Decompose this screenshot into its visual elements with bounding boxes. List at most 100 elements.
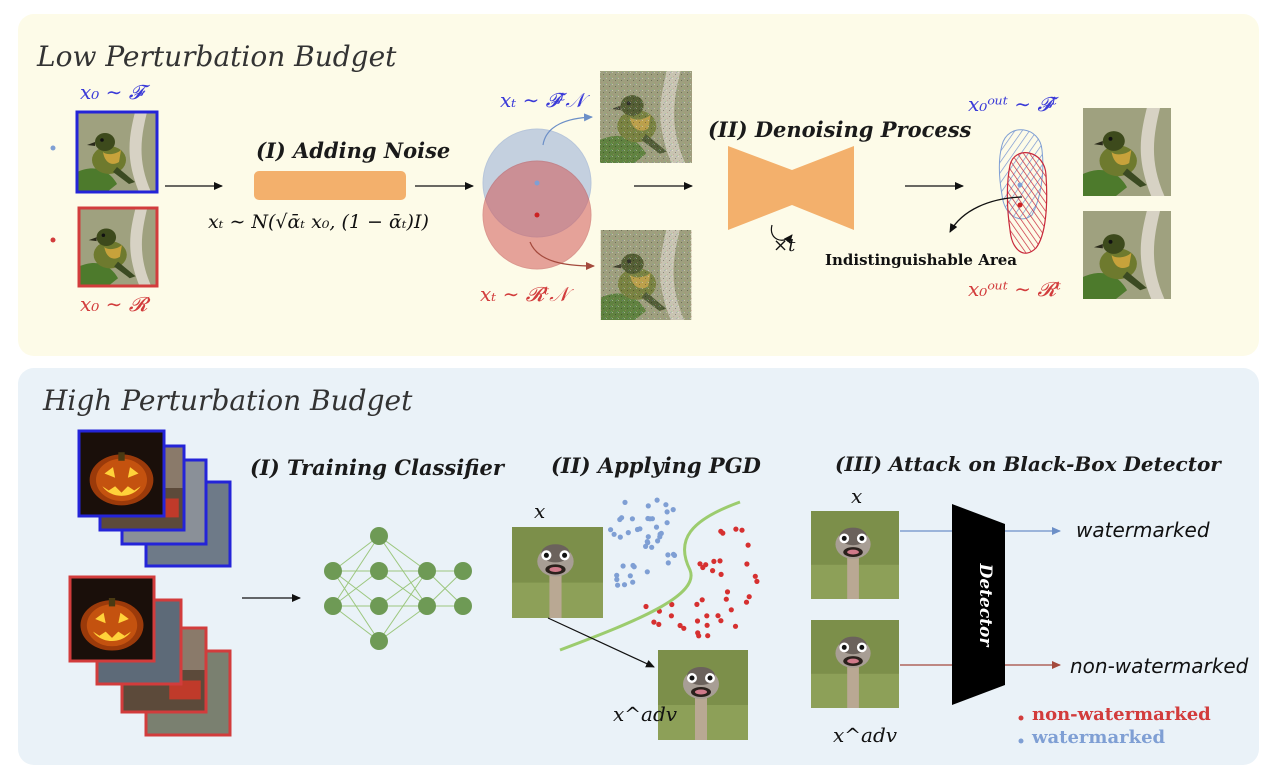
pgd-blue-point — [608, 527, 614, 533]
pgd-red-point — [752, 573, 758, 579]
pgd-red-point — [718, 618, 724, 624]
network-node — [454, 562, 472, 580]
pgd-red-point — [700, 564, 706, 571]
pgd-red-point — [651, 619, 657, 625]
detector-box — [952, 504, 1005, 705]
network-edge — [378, 535, 428, 572]
step-attack-detector: (III) Attack on Black-Box Detector — [835, 452, 1221, 476]
pgd-red-point — [677, 622, 683, 629]
pgd-blue-point — [645, 503, 651, 509]
step-training-classifier: (I) Training Classifier — [250, 455, 504, 480]
pgd-blue-point — [663, 502, 669, 508]
pgd-blue-point — [664, 509, 670, 515]
pgd-red-point — [681, 625, 687, 631]
input-fake-label: x₀ ∼ 𝓕 — [80, 80, 144, 104]
decision-boundary — [559, 500, 741, 652]
network-node — [324, 562, 342, 580]
network-node — [370, 527, 388, 545]
pgd-red-point — [745, 542, 751, 548]
times-t-label: ×t — [773, 235, 796, 256]
pgd-blue-point — [620, 563, 626, 569]
pgd-blue-point — [614, 576, 620, 583]
pgd-blue-point — [653, 524, 660, 530]
pgd-blue-point — [617, 534, 623, 540]
neural-network — [332, 535, 464, 642]
high-panel-title: High Perturbation Budget — [43, 384, 413, 417]
noisy-real-image — [600, 230, 692, 320]
denoise-loop-arrow — [770, 224, 793, 244]
arrow-to-noisy-fake — [542, 113, 593, 146]
pgd-blue-point — [664, 520, 670, 526]
network-edge — [332, 535, 380, 607]
pgd-red-point — [744, 561, 750, 567]
pgd-input-image — [512, 527, 603, 618]
pgd-red-point — [705, 633, 711, 639]
pgd-blue-point — [629, 516, 636, 522]
input-real-label: x₀ ∼ 𝓡 — [80, 292, 148, 316]
pgd-red-point — [694, 601, 700, 608]
network-node — [370, 597, 388, 615]
pgd-blue-point — [647, 516, 653, 522]
step-applying-pgd: (II) Applying PGD — [551, 453, 761, 478]
pgd-red-point — [717, 558, 723, 564]
denoiser-unet-shape — [728, 146, 854, 230]
step-adding-noise: (I) Adding Noise — [256, 138, 451, 163]
legend-blue-dot — [1018, 738, 1024, 744]
network-node — [370, 562, 388, 580]
pgd-red-point — [728, 607, 734, 613]
pgd-red-point — [704, 622, 710, 628]
pgd-blue-point — [665, 552, 671, 558]
pgd-blue-point — [643, 543, 649, 550]
network-node — [418, 562, 436, 580]
real-dot — [50, 237, 56, 243]
noisy-real-label: xₜ ∼ 𝓡ᵗ𝒩 — [480, 282, 569, 306]
fake-image-stack — [77, 429, 232, 568]
network-edge — [332, 605, 380, 642]
pgd-red-point — [746, 594, 752, 600]
pgd-blue-point — [615, 582, 621, 588]
pgd-red-point — [697, 561, 703, 567]
legend-watermarked: watermarked — [1032, 727, 1166, 748]
pgd-blue-point — [657, 534, 663, 540]
network-edge — [332, 570, 380, 607]
pgd-blue-point — [654, 497, 660, 503]
pgd-red-point — [743, 599, 750, 605]
output-real-label: x₀ᵒᵘᵗ ∼ 𝓡ᵗ — [968, 277, 1061, 301]
pgd-blue-point — [645, 534, 651, 540]
detector-adv-image — [811, 620, 899, 708]
network-edge — [378, 605, 428, 642]
pgd-blue-point — [614, 572, 620, 578]
pgd-blue-point — [622, 499, 628, 505]
pgd-blue-point — [619, 515, 625, 521]
pgd-blue-point — [634, 526, 641, 533]
noise-formula: xₜ ∼ N(√ᾱₜ x₀, (1 − ᾱₜ)I) — [208, 211, 429, 233]
arrow-to-adv-image — [547, 617, 655, 668]
input-real-image — [77, 206, 159, 288]
pgd-blue-point — [627, 573, 633, 579]
step-denoising: (II) Denoising Process — [708, 117, 972, 142]
output-real-hatched-region — [1006, 152, 1048, 254]
output-real-image — [1083, 211, 1171, 299]
neural-network-nodes — [324, 527, 472, 650]
pgd-red-point — [694, 618, 701, 624]
pgd-red-point — [733, 526, 739, 532]
real-image-stack — [68, 575, 232, 737]
legend-red-dot — [1018, 715, 1024, 721]
pgd-red-point — [643, 603, 649, 610]
pgd-x-label: x — [534, 499, 546, 523]
output-fake-label: x₀ᵒᵘᵗ ∼ 𝓕ᵗ — [968, 92, 1058, 116]
pgd-blue-point — [655, 538, 661, 544]
pgd-adv-image — [658, 650, 748, 740]
network-node — [418, 597, 436, 615]
pgd-red-point — [711, 558, 717, 565]
pgd-blue-point — [670, 551, 677, 557]
pgd-red-point — [656, 621, 662, 628]
pgd-blue-point — [630, 579, 636, 585]
pgd-red-points — [643, 526, 760, 639]
legend-non-watermarked: non-watermarked — [1032, 704, 1211, 725]
pgd-blue-point — [665, 560, 671, 566]
pgd-red-point — [696, 633, 702, 639]
network-node — [454, 597, 472, 615]
pgd-red-point — [754, 578, 760, 585]
